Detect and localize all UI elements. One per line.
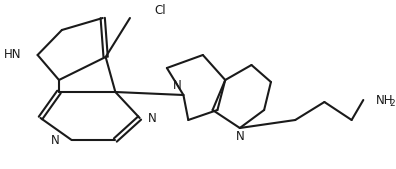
Text: 2: 2 — [390, 99, 395, 107]
Text: N: N — [173, 79, 181, 92]
Text: N: N — [147, 112, 156, 125]
Text: HN: HN — [4, 49, 21, 62]
Text: NH: NH — [376, 93, 394, 106]
Text: N: N — [51, 134, 60, 147]
Text: N: N — [236, 130, 244, 143]
Text: Cl: Cl — [154, 4, 166, 17]
